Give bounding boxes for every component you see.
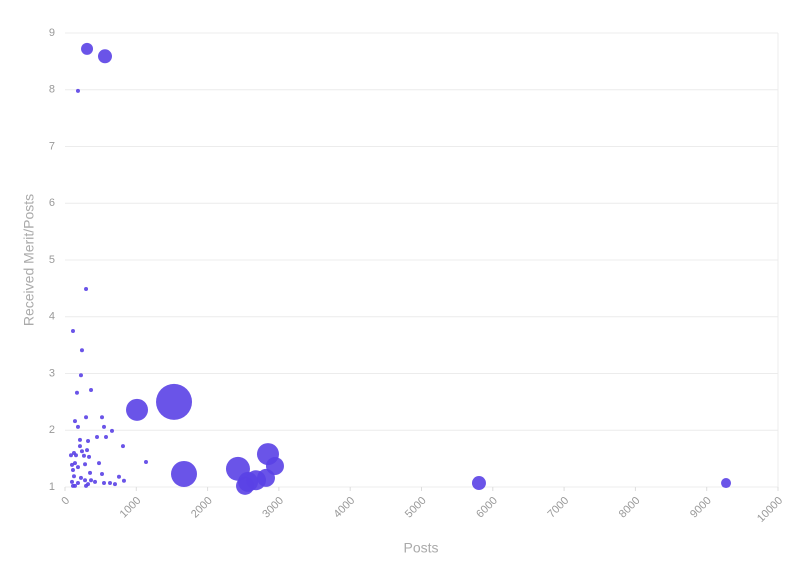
bubble [77,444,82,449]
x-tick-label: 1000 [118,495,144,521]
y-tick-label: 6 [49,197,55,209]
x-tick-label: 10000 [755,495,785,525]
bubble [81,42,94,55]
bubble [93,479,98,484]
bubble [86,439,91,444]
x-tick-label: 2000 [189,495,215,521]
bubble [721,478,732,489]
x-tick-label: 3000 [260,495,286,521]
bubble [116,474,121,479]
bubble [100,471,105,476]
bubble [143,460,148,465]
bubble [89,387,94,392]
x-tick-label: 5000 [403,495,429,521]
x-tick-label: 8000 [617,495,643,521]
y-tick-label: 9 [49,27,55,39]
bubble [69,462,74,467]
bubble [120,444,125,449]
bubble [87,454,92,459]
y-tick-label: 8 [49,84,55,96]
bubble [74,390,79,395]
x-tick-label: 0 [59,495,72,508]
bubble [100,415,105,420]
bubble [70,328,75,333]
bubble [121,478,126,483]
y-tick-label: 5 [49,254,55,266]
bubble [236,476,255,495]
y-tick-label: 2 [49,424,55,436]
y-tick-label: 1 [49,481,55,493]
bubble [81,453,86,458]
bubble [126,398,149,421]
bubble [89,478,94,483]
bubble [109,428,114,433]
bubble [70,483,75,488]
bubble [85,448,90,453]
y-tick-label: 7 [49,140,55,152]
x-tick-label: 4000 [332,495,358,521]
bubble [88,470,93,475]
bubble [95,435,100,440]
y-tick-label: 3 [49,367,55,379]
bubble [75,88,80,93]
x-tick-label: 9000 [688,495,714,521]
bubble [70,467,75,472]
bubble [102,424,107,429]
bubble [83,462,88,467]
bubble [77,437,82,442]
bubble [170,460,197,487]
bubble [68,453,73,458]
bubble [79,348,84,353]
bubble [71,474,76,479]
bubble [107,481,112,486]
bubble [72,419,77,424]
bubble [69,479,74,484]
bubble [83,478,88,483]
bubble [73,453,78,458]
bubble [78,475,83,480]
bubble [102,481,107,486]
bubble [75,424,80,429]
y-axis-title: Received Merit/Posts [21,194,37,326]
bubble [84,286,89,291]
bubble [103,435,108,440]
bubble [75,465,80,470]
bubble [471,476,486,491]
bubble [79,449,84,454]
y-tick-label: 4 [49,311,55,323]
bubble [78,373,83,378]
x-tick-label: 6000 [474,495,500,521]
bubble [156,383,193,420]
bubble [84,483,89,488]
bubble [97,461,102,466]
x-axis-title: Posts [403,540,438,556]
bubble [84,415,89,420]
bubble [97,49,112,64]
bubble [75,481,80,486]
bubble [72,461,77,466]
x-tick-label: 7000 [545,495,571,521]
bubble [112,482,117,487]
